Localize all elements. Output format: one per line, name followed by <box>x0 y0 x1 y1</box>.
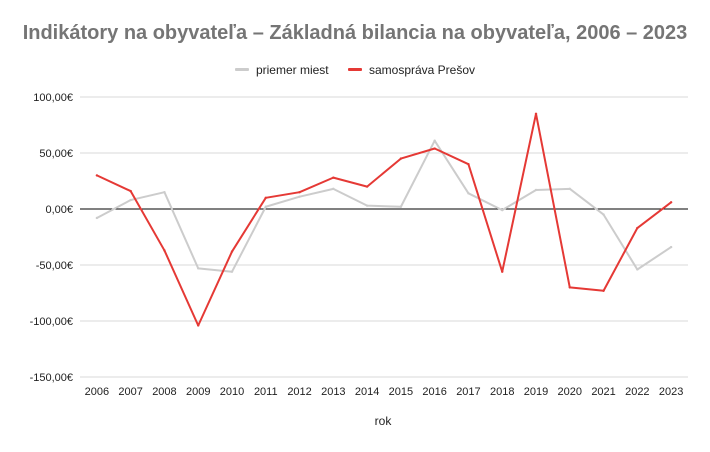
data-point <box>332 187 335 191</box>
y-tick-label: -100,00€ <box>30 316 73 328</box>
x-tick-label: 2011 <box>254 386 278 398</box>
data-point <box>230 270 234 273</box>
legend-swatch-gray <box>234 68 249 71</box>
data-point <box>95 174 99 177</box>
x-tick-label: 2007 <box>118 386 142 398</box>
legend-label: priemer miest <box>255 62 329 77</box>
data-point <box>129 189 132 193</box>
x-axis-title: rok <box>374 414 392 428</box>
x-tick-label: 2012 <box>287 386 311 398</box>
x-tick-label: 2016 <box>422 386 446 398</box>
series-line-samosprava-presov <box>95 112 673 327</box>
x-tick-label: 2014 <box>355 386 379 398</box>
data-point <box>636 226 639 230</box>
data-point <box>365 185 369 188</box>
data-point <box>534 112 538 116</box>
series-line-priemer-miest <box>95 139 673 273</box>
x-tick-label: 2010 <box>220 386 244 398</box>
data-point <box>230 250 234 253</box>
x-tick-label: 2009 <box>186 386 210 398</box>
data-point <box>264 205 267 208</box>
data-point <box>399 205 403 208</box>
data-point <box>534 188 538 192</box>
data-point <box>298 191 301 194</box>
data-point <box>433 147 436 150</box>
data-point <box>501 270 504 273</box>
data-point <box>264 196 267 199</box>
data-point <box>433 139 436 142</box>
x-tick-label: 2021 <box>591 386 615 398</box>
x-tick-label: 2020 <box>558 386 582 398</box>
data-point <box>568 187 571 191</box>
data-point <box>602 213 605 216</box>
legend-item-samosprava-presov[interactable]: samospráva Prešov <box>347 62 476 77</box>
data-point <box>467 192 470 195</box>
x-tick-label: 2006 <box>85 386 109 398</box>
y-tick-label: 0,00€ <box>45 204 73 216</box>
data-point <box>332 176 335 179</box>
data-point <box>129 198 132 202</box>
data-point <box>669 245 673 249</box>
y-tick-label: 100,00€ <box>33 92 73 104</box>
data-point <box>298 195 301 198</box>
legend-swatch-red <box>347 68 362 71</box>
data-point <box>197 324 200 327</box>
x-tick-label: 2015 <box>389 386 413 398</box>
y-tick-label: -50,00€ <box>36 260 73 272</box>
data-point <box>501 208 504 212</box>
x-tick-label: 2023 <box>659 386 683 398</box>
data-point <box>669 201 673 204</box>
x-tick-label: 2017 <box>456 386 480 398</box>
data-point <box>197 267 200 270</box>
legend-label: samospráva Prešov <box>368 62 476 77</box>
data-point <box>163 249 166 252</box>
data-point <box>568 286 571 289</box>
x-tick-label: 2008 <box>152 386 176 398</box>
x-tick-label: 2019 <box>524 386 548 398</box>
data-point <box>602 289 605 292</box>
data-point <box>636 268 639 271</box>
legend-item-priemer-miest[interactable]: priemer miest <box>234 62 329 77</box>
data-point <box>163 191 166 194</box>
chart-title: Indikátory na obyvateľa – Základná bilan… <box>22 22 688 44</box>
data-point <box>467 163 470 166</box>
data-point <box>399 157 403 160</box>
y-tick-label: 50,00€ <box>39 148 73 160</box>
legend: priemer miest samospráva Prešov <box>0 60 710 77</box>
x-tick-label: 2013 <box>321 386 345 398</box>
data-point <box>365 204 369 207</box>
x-tick-label: 2018 <box>490 386 514 398</box>
y-tick-label: -150,00€ <box>30 372 73 384</box>
x-tick-label: 2022 <box>625 386 649 398</box>
data-point <box>95 216 99 220</box>
